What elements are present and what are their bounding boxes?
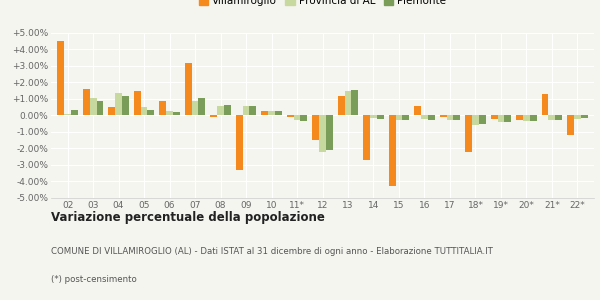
Bar [497,116,505,122]
Bar [548,116,556,120]
Bar [556,116,562,120]
Bar [344,91,352,116]
Bar [363,116,370,160]
Bar [446,116,454,120]
Bar [505,116,511,122]
Bar [370,116,377,118]
Bar [581,116,588,118]
Bar [326,116,333,150]
Bar [140,107,148,116]
Bar [83,89,89,116]
Bar [242,106,250,116]
Legend: Villamiroglio, Provincia di AL, Piemonte: Villamiroglio, Provincia di AL, Piemonte [194,0,451,10]
Bar [530,116,537,121]
Bar [312,116,319,140]
Bar [148,110,154,116]
Bar [567,116,574,135]
Bar [421,116,428,119]
Bar [301,116,307,121]
Bar [454,116,460,120]
Bar [268,111,275,116]
Bar [293,116,301,120]
Bar [217,106,224,116]
Bar [403,116,409,120]
Bar [389,116,395,186]
Bar [224,105,231,116]
Bar [275,111,282,116]
Text: COMUNE DI VILLAMIROGLIO (AL) - Dati ISTAT al 31 dicembre di ogni anno - Elaboraz: COMUNE DI VILLAMIROGLIO (AL) - Dati ISTA… [51,248,493,256]
Bar [377,116,384,119]
Bar [428,116,435,120]
Bar [516,116,523,120]
Bar [166,111,173,116]
Bar [440,116,446,117]
Bar [395,116,403,120]
Bar [185,63,191,116]
Bar [414,106,421,116]
Bar [472,116,479,124]
Bar [191,101,199,116]
Bar [250,106,256,116]
Bar [122,96,129,116]
Bar [71,110,78,116]
Bar [491,116,497,119]
Bar [173,112,180,116]
Bar [210,116,217,117]
Bar [542,94,548,116]
Bar [479,116,486,124]
Bar [134,91,140,116]
Bar [236,116,242,170]
Bar [261,110,268,116]
Bar [64,114,71,116]
Bar [523,116,530,121]
Bar [574,116,581,119]
Bar [57,41,64,116]
Bar [465,116,472,152]
Bar [199,98,205,116]
Bar [97,100,103,116]
Bar [159,101,166,116]
Bar [89,98,97,116]
Bar [338,96,344,116]
Bar [319,116,326,152]
Bar [352,90,358,116]
Text: (*) post-censimento: (*) post-censimento [51,274,137,284]
Bar [108,107,115,116]
Text: Variazione percentuale della popolazione: Variazione percentuale della popolazione [51,212,325,224]
Bar [115,93,122,116]
Bar [287,116,293,117]
